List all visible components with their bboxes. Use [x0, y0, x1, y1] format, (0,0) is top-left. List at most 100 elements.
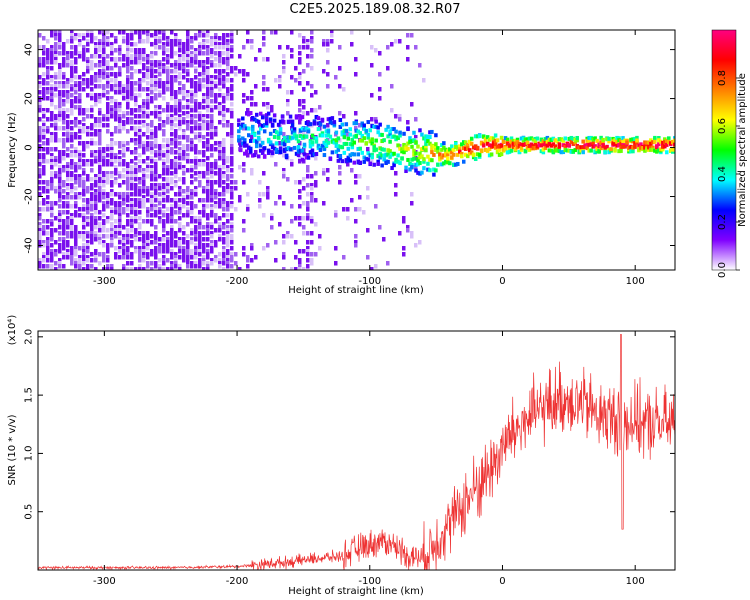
noise-cell [94, 120, 98, 125]
noise-cell [170, 87, 174, 92]
noise-cell [206, 138, 210, 143]
noise-cell [142, 147, 146, 152]
noise-cell [126, 96, 130, 101]
signal-cell [430, 143, 434, 148]
noise-cell [102, 204, 106, 209]
noise-cell [342, 114, 346, 119]
noise-cell [170, 93, 174, 98]
noise-cell [66, 174, 70, 179]
noise-cell [122, 87, 126, 92]
noise-cell [174, 36, 178, 41]
noise-cell [106, 30, 110, 35]
noise-cell [42, 45, 46, 50]
noise-cell [162, 198, 166, 203]
noise-cell [86, 240, 90, 245]
signal-cell [382, 153, 386, 158]
noise-cell [178, 192, 182, 197]
noise-cell [50, 171, 54, 176]
signal-cell [569, 149, 573, 154]
noise-cell [306, 246, 310, 251]
noise-cell [222, 111, 226, 116]
noise-cell [166, 186, 170, 191]
noise-cell [142, 57, 146, 62]
noise-cell [82, 231, 86, 236]
noise-cell [214, 240, 218, 245]
noise-cell [174, 204, 178, 209]
noise-cell [218, 168, 222, 173]
noise-cell [186, 30, 190, 35]
noise-cell [82, 198, 86, 203]
noise-cell [154, 87, 158, 92]
noise-cell [386, 66, 390, 71]
signal-cell [671, 147, 675, 152]
noise-cell [186, 120, 190, 125]
noise-cell [190, 63, 194, 68]
noise-cell [166, 231, 170, 236]
noise-cell [202, 42, 206, 47]
signal-cell [587, 135, 591, 140]
spectrogram-noise-cells [38, 30, 426, 270]
noise-cell [154, 150, 158, 155]
noise-cell [38, 126, 42, 131]
noise-cell [222, 105, 226, 110]
noise-cell [90, 54, 94, 59]
colorbar-tick-label: 0.4 [717, 166, 728, 182]
noise-cell [178, 225, 182, 230]
noise-cell [146, 186, 150, 191]
noise-cell [82, 117, 86, 122]
noise-cell [82, 177, 86, 182]
noise-cell [102, 72, 106, 77]
signal-cell [250, 130, 255, 135]
noise-cell [262, 81, 266, 86]
signal-cell [473, 157, 478, 162]
noise-cell [158, 207, 162, 212]
noise-cell [98, 75, 102, 80]
noise-cell [86, 210, 90, 215]
noise-cell [230, 156, 234, 161]
noise-cell [66, 168, 70, 173]
noise-cell [138, 216, 142, 221]
noise-cell [122, 192, 126, 197]
signal-cell [252, 138, 257, 143]
noise-cell [66, 108, 70, 113]
noise-cell [70, 228, 74, 233]
noise-cell [78, 99, 82, 104]
noise-cell [218, 174, 222, 179]
noise-cell [118, 171, 122, 176]
noise-cell [142, 30, 146, 35]
noise-cell [106, 174, 110, 179]
signal-cell [260, 115, 265, 120]
noise-cell [210, 240, 214, 245]
noise-cell [226, 225, 230, 230]
noise-cell [122, 63, 126, 68]
noise-cell [166, 207, 170, 212]
noise-cell [178, 153, 182, 158]
noise-cell [182, 201, 186, 206]
noise-cell [102, 228, 106, 233]
noise-cell [146, 123, 150, 128]
signal-cell [454, 142, 458, 147]
noise-cell [198, 48, 202, 53]
noise-cell [106, 219, 110, 224]
signal-cell [396, 135, 400, 140]
noise-cell [90, 126, 94, 131]
noise-cell [66, 153, 70, 158]
noise-cell [226, 72, 230, 77]
signal-cell [374, 147, 378, 152]
noise-cell [66, 255, 70, 260]
noise-cell [210, 222, 214, 227]
noise-cell [306, 264, 310, 269]
noise-cell [106, 249, 110, 254]
noise-cell [174, 240, 178, 245]
noise-cell [210, 63, 214, 68]
noise-cell [130, 84, 134, 89]
noise-cell [198, 111, 202, 116]
noise-cell [50, 180, 54, 185]
noise-cell [94, 63, 98, 68]
noise-cell [142, 252, 146, 257]
noise-cell [82, 168, 86, 173]
noise-cell [82, 111, 86, 116]
noise-cell [222, 138, 226, 143]
noise-cell [182, 171, 186, 176]
noise-cell [138, 186, 142, 191]
